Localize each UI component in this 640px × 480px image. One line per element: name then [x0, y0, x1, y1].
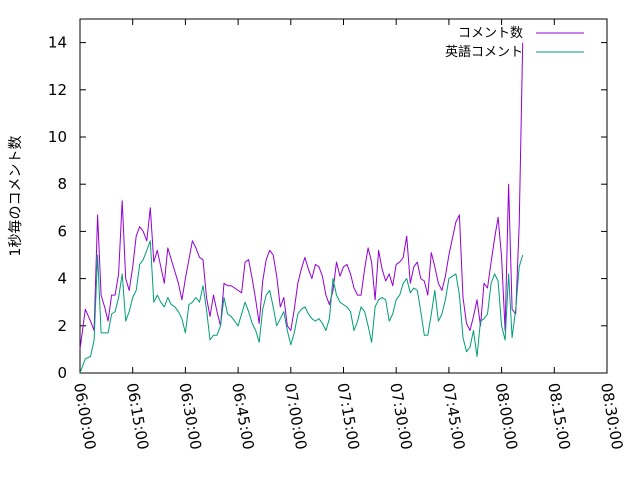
x-tick-label: 08:30:00 [597, 382, 626, 451]
plot-frame [79, 18, 608, 374]
legend-label-comment-count: コメント数 [458, 26, 523, 41]
axis-ticks [79, 19, 608, 374]
y-tick-label: 8 [57, 175, 67, 193]
y-tick-label: 2 [57, 317, 67, 335]
y-tick-label: 4 [57, 270, 67, 288]
series-lines [79, 42, 524, 374]
x-tick-label: 07:45:00 [439, 382, 468, 451]
y-axis-title: 1秒毎のコメント数 [8, 136, 24, 257]
legend-label-english-comments: 英語コメント [445, 44, 523, 60]
x-tick-label: 07:30:00 [386, 382, 415, 451]
x-tick-label: 08:00:00 [492, 382, 521, 451]
x-tick-label: 08:15:00 [544, 382, 573, 451]
x-tick-label: 06:00:00 [70, 382, 99, 451]
x-tick-label: 07:00:00 [281, 382, 310, 451]
y-tick-labels: 0 2 4 6 8 10 12 14 [48, 34, 67, 382]
y-tick-label: 6 [57, 222, 67, 240]
y-tick-label: 0 [57, 364, 67, 382]
y-tick-label: 14 [48, 34, 67, 52]
series-line-1 [79, 240, 524, 374]
x-tick-label: 06:30:00 [175, 382, 204, 451]
y-tick-label: 10 [48, 128, 67, 146]
series-line-0 [79, 42, 524, 350]
legend: コメント数 英語コメント [445, 26, 584, 60]
x-tick-labels: 06:00:00 06:15:00 06:30:00 06:45:00 07:00:00… [70, 382, 626, 451]
x-tick-label: 07:15:00 [334, 382, 363, 451]
x-tick-label: 06:45:00 [228, 382, 257, 451]
y-tick-label: 12 [48, 81, 67, 99]
x-tick-label: 06:15:00 [123, 382, 152, 451]
